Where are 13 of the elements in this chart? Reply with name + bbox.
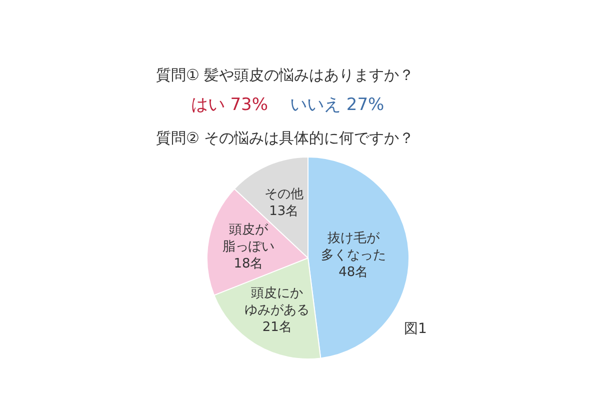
slice-label: 頭皮が脂っぽい [222,222,274,254]
slice-label: 抜け毛が多くなった [320,230,386,263]
data-label: 21名 [262,320,292,335]
chart-subtitle: 質問② その悩みは具体的に何ですか？ [156,129,414,147]
chart-title: 質問① 髪や頭皮の悩みはありますか？ [156,66,414,84]
slice-label: 頭皮にかゆみがある [244,286,310,318]
data-label: 13名 [269,203,299,218]
text: いいえ 27% [290,95,384,115]
text: はい 73% [190,95,268,115]
slice-label: その他 [264,186,304,202]
data-label: 48名 [338,264,368,280]
data-label: 18名 [234,256,264,272]
caption: 図1 [404,321,427,337]
